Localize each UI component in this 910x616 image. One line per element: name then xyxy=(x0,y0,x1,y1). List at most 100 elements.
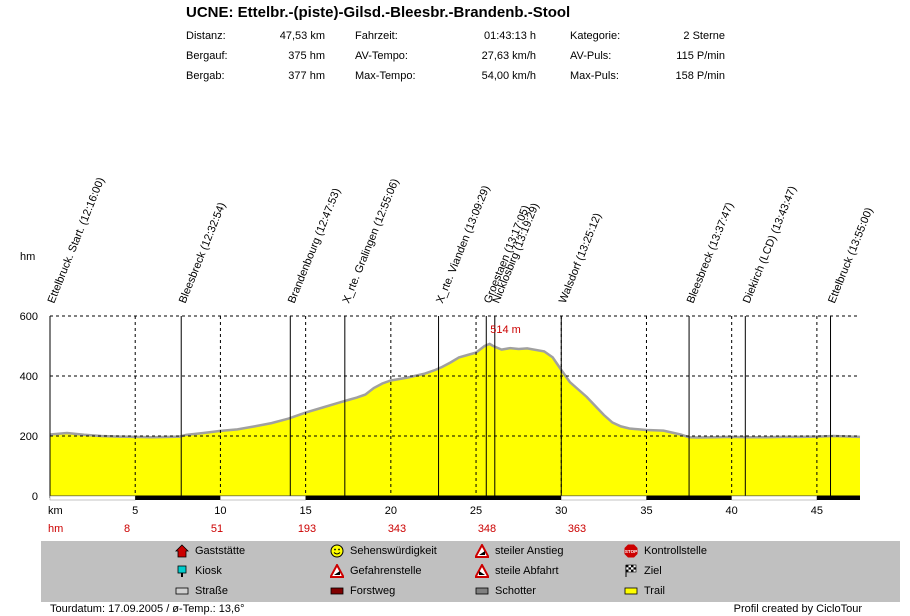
stat-value: 115 P/min xyxy=(676,50,725,62)
stat-label: Max-Puls: xyxy=(570,70,619,82)
gravel-swatch-icon xyxy=(475,584,489,598)
y-tick-label: 600 xyxy=(20,311,38,323)
x-tick-label: 20 xyxy=(385,505,397,517)
stat-label: Distanz: xyxy=(186,30,226,42)
smiley-icon xyxy=(330,544,344,558)
y-tick-label: 200 xyxy=(20,431,38,443)
road-swatch-icon xyxy=(175,584,189,598)
legend: Gaststätte Sehenswürdigkeit steiler Anstie… xyxy=(41,541,900,602)
stat-label: Fahrzeit: xyxy=(355,30,398,42)
legend-item-label: Kiosk xyxy=(195,565,222,577)
chart-title: UCNE: Ettelbr.-(piste)-Gilsd.-Bleesbr.-B… xyxy=(186,4,571,21)
surface-segment xyxy=(561,495,647,501)
x-tick-label: 30 xyxy=(555,505,567,517)
legend-item: Trail xyxy=(624,584,665,598)
svg-text:STOP: STOP xyxy=(625,549,637,554)
legend-item: Ziel xyxy=(624,564,662,578)
legend-item: Sehenswürdigkeit xyxy=(330,544,437,558)
stat-value: 54,00 km/h xyxy=(481,70,536,82)
hm-marker-value: 8 xyxy=(124,523,130,535)
legend-item: steiler Anstieg xyxy=(473,542,564,558)
legend-item-label: steile Abfahrt xyxy=(495,565,559,577)
stat-label: Max-Tempo: xyxy=(355,70,416,82)
legend-item: Kiosk xyxy=(175,564,222,578)
legend-item-label: Forstweg xyxy=(350,585,396,597)
legend-item-label: Ziel xyxy=(644,565,662,577)
hm-marker-value: 363 xyxy=(568,523,586,535)
surface-segment xyxy=(731,495,818,501)
legend-item-label: Gaststätte xyxy=(195,545,246,557)
stat-value: 47,53 km xyxy=(279,30,325,42)
surface-segment xyxy=(220,495,306,501)
house-icon xyxy=(175,544,189,558)
warning-icon xyxy=(328,562,346,578)
steep-climb-icon xyxy=(473,542,491,558)
forest-swatch-icon xyxy=(330,584,344,598)
legend-item: STOP Kontrollstelle xyxy=(624,544,707,558)
stat-value: 01:43:13 h xyxy=(484,30,536,42)
hm-marker-value: 51 xyxy=(211,523,223,535)
finish-flag-icon xyxy=(624,564,638,578)
legend-item: Straße xyxy=(175,584,228,598)
legend-item: steile Abfahrt xyxy=(473,562,559,578)
legend-item-label: Gefahrenstelle xyxy=(350,565,422,577)
surface-segment xyxy=(816,496,860,500)
elevation-area xyxy=(50,343,860,496)
legend-item: Forstweg xyxy=(330,584,395,598)
waypoint-label: Walsdorf (13:25:12) xyxy=(557,211,604,305)
stat-value: 377 hm xyxy=(288,70,325,82)
y-axis-label: hm xyxy=(20,251,35,263)
waypoint-label: Ettelbruck (13:55:00) xyxy=(826,206,875,305)
hm-marker-value: 348 xyxy=(478,523,496,535)
hm-marker-value: 193 xyxy=(298,523,316,535)
legend-item-label: steiler Anstieg xyxy=(495,545,564,557)
waypoint-label: X_rte. Gralingen (12:55:06) xyxy=(340,177,401,305)
x-axis-label: km xyxy=(48,505,63,517)
x-tick-label: 25 xyxy=(470,505,482,517)
legend-item: Gefahrenstelle xyxy=(328,562,422,578)
stat-value: 158 P/min xyxy=(675,70,725,82)
waypoint-label: Ettelbruck. Start. (12:16:00) xyxy=(46,176,108,305)
surface-segment xyxy=(646,496,732,500)
legend-item-label: Kontrollstelle xyxy=(644,545,707,557)
waypoint-label: Bleesbreck (13:37:47) xyxy=(685,201,736,305)
stat-label: AV-Puls: xyxy=(570,50,612,62)
steep-descent-icon xyxy=(473,562,491,578)
footer-credit: Profil created by CicloTour xyxy=(733,603,862,615)
x-tick-label: 10 xyxy=(214,505,226,517)
max-elevation-label: 514 m xyxy=(490,324,521,336)
stat-label: Bergab: xyxy=(186,70,225,82)
trail-swatch-icon xyxy=(624,584,638,598)
waypoint-label: Brandenbourg (12:47:53) xyxy=(286,187,343,305)
waypoint-label: X_rte. Vianden (13:09:29) xyxy=(434,184,492,305)
waypoint-label: Bleesbreck (12:32:54) xyxy=(177,201,228,305)
legend-item-label: Straße xyxy=(195,585,229,597)
x-tick-label: 5 xyxy=(132,505,138,517)
surface-segment xyxy=(49,495,136,501)
stat-value: 27,63 km/h xyxy=(481,50,536,62)
stat-label: Kategorie: xyxy=(570,30,621,42)
legend-item-label: Trail xyxy=(644,585,665,597)
legend-item: Gaststätte xyxy=(175,544,245,558)
stat-value: 375 hm xyxy=(288,50,325,62)
stat-label: Bergauf: xyxy=(186,50,228,62)
legend-item-label: Schotter xyxy=(495,585,536,597)
stop-icon: STOP xyxy=(624,544,638,558)
y-tick-label: 400 xyxy=(20,371,38,383)
x-tick-label: 15 xyxy=(300,505,312,517)
y-tick-label: 0 xyxy=(32,491,38,503)
x-tick-label: 40 xyxy=(726,505,738,517)
legend-item: Schotter xyxy=(475,584,536,598)
elevation-chart: 0 200 400 600 hm 5 10 15 20 25 30 35 40 45 km hm 8 51 193 3… xyxy=(20,176,876,535)
stat-label: AV-Tempo: xyxy=(355,50,408,62)
x-tick-label: 45 xyxy=(811,505,823,517)
stat-value: 2 Sterne xyxy=(683,30,725,42)
surface-segment xyxy=(135,496,221,500)
surface-segment xyxy=(305,496,562,500)
hm-row-label: hm xyxy=(48,523,63,535)
legend-item-label: Sehenswürdigkeit xyxy=(350,545,437,557)
kiosk-icon xyxy=(175,564,189,578)
x-tick-label: 35 xyxy=(640,505,652,517)
footer-tour-date: Tourdatum: 17.09.2005 / ø-Temp.: 13,6° xyxy=(50,603,245,615)
waypoint-label: Diekirch (LCD) (13:43:47) xyxy=(741,184,799,305)
